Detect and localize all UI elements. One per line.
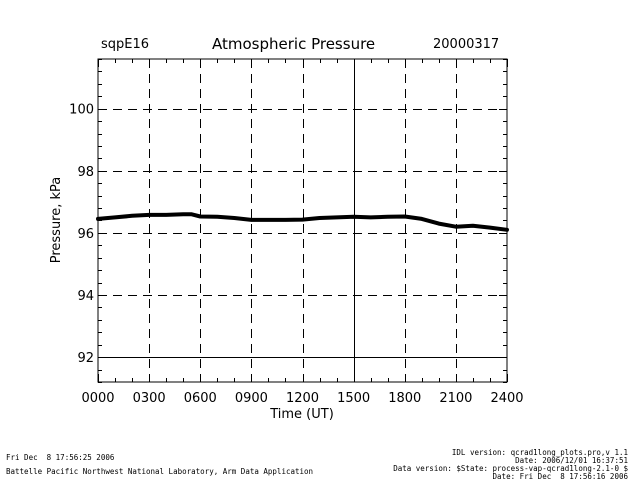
footer-idl-date: Date: 2006/12/01 16:37:51 bbox=[515, 456, 628, 465]
y-tick-label-96: 96 bbox=[77, 227, 94, 242]
x-tick-label-2400: 2400 bbox=[490, 391, 523, 406]
x-axis-label: Time (UT) bbox=[269, 407, 334, 422]
x-tick-label-0600: 0600 bbox=[184, 391, 217, 406]
footer-organization: Battelle Pacific Northwest National Labo… bbox=[6, 467, 314, 476]
footer-idl-version: IDL version: qcrad1long_plots.pro,v 1.1 bbox=[451, 448, 628, 457]
y-tick-label-100: 100 bbox=[69, 103, 94, 118]
tick-labels: 0000 0300 0600 0900 1200 1500 1800 2100 2400 92 94… bbox=[69, 103, 523, 406]
x-tick-label-0300: 0300 bbox=[133, 391, 166, 406]
y-tick-label-92: 92 bbox=[77, 351, 94, 366]
footer-data-version: Data version: $State: process-vap-qcrad1… bbox=[393, 464, 628, 473]
x-tick-label-0900: 0900 bbox=[235, 391, 268, 406]
footer-data-date: Date: Fri Dec 8 17:56:16 2006 bbox=[492, 472, 628, 481]
x-tick-label-0000: 0000 bbox=[81, 391, 114, 406]
x-tick-label-1500: 1500 bbox=[337, 391, 370, 406]
date-label: 20000317 bbox=[433, 37, 500, 52]
pressure-series-line-0 bbox=[96, 212, 509, 232]
y-axis-label: Pressure, kPa bbox=[49, 177, 64, 264]
y-tick-label-98: 98 bbox=[77, 165, 94, 180]
chart-title: Atmospheric Pressure bbox=[212, 35, 376, 53]
site-label: sqpE16 bbox=[101, 37, 150, 52]
grid-lines bbox=[98, 59, 507, 382]
series-group bbox=[96, 212, 509, 232]
x-tick-label-2100: 2100 bbox=[439, 391, 472, 406]
y-tick-label-94: 94 bbox=[77, 289, 94, 304]
x-tick-label-1200: 1200 bbox=[286, 391, 319, 406]
x-tick-label-1800: 1800 bbox=[388, 391, 421, 406]
footer-timestamp: Fri Dec 8 17:56:25 2006 bbox=[6, 453, 115, 462]
